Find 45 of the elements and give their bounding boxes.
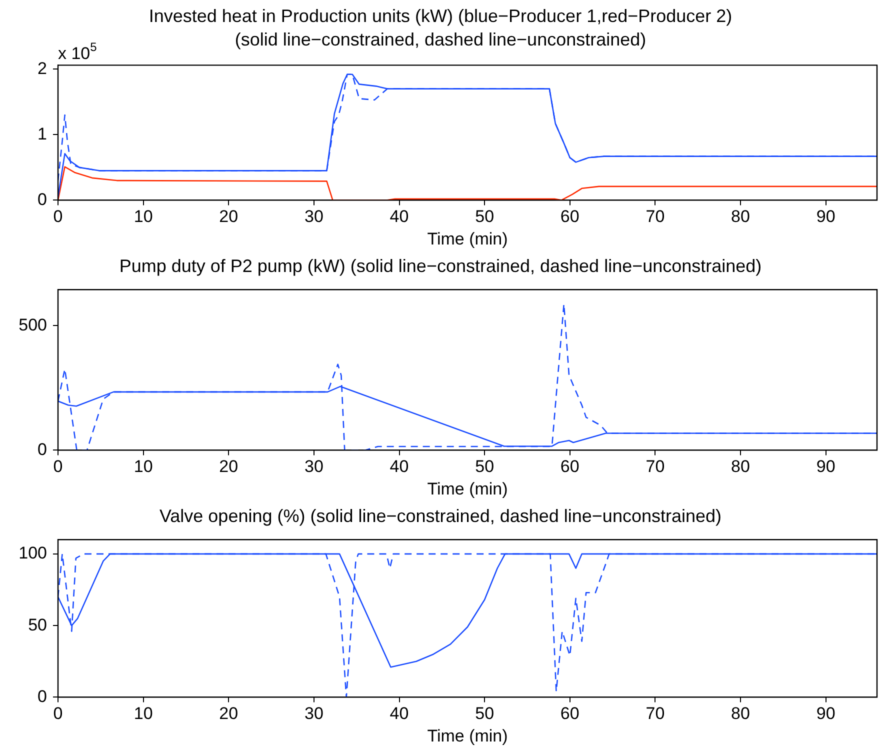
chart-title: Pump duty of P2 pump (kW) (solid line−constrained, dashed line−unconstrained) bbox=[119, 256, 762, 276]
x-tick-label: 50 bbox=[475, 457, 494, 476]
x-tick-label: 20 bbox=[219, 207, 238, 226]
x-axis-title: Time (min) bbox=[427, 229, 508, 248]
x-tick-label: 10 bbox=[134, 207, 153, 226]
x-tick-label: 80 bbox=[731, 457, 750, 476]
x-tick-label: 20 bbox=[219, 704, 238, 724]
y-tick-label: 2 bbox=[38, 58, 47, 78]
x-tick-label: 60 bbox=[560, 207, 580, 226]
x-tick-label: 60 bbox=[560, 704, 580, 724]
x-tick-label: 0 bbox=[53, 457, 63, 476]
x-tick-label: 90 bbox=[816, 704, 836, 724]
x-tick-label: 70 bbox=[646, 207, 665, 226]
x-tick-label: 10 bbox=[134, 457, 153, 476]
x-tick-label: 0 bbox=[53, 207, 63, 226]
x-tick-label: 60 bbox=[560, 457, 580, 476]
x-tick-label: 0 bbox=[53, 704, 63, 724]
y-tick-label: 0 bbox=[38, 686, 47, 706]
x-axis-title: Time (min) bbox=[427, 479, 508, 498]
y-tick-label: 1 bbox=[38, 124, 47, 144]
x-tick-label: 90 bbox=[816, 457, 836, 476]
chart-subtitle: (solid line−constrained, dashed line−unconstrained) bbox=[234, 29, 646, 50]
x-tick-label: 40 bbox=[390, 207, 409, 226]
x-tick-label: 20 bbox=[219, 457, 238, 476]
x-tick-label: 80 bbox=[731, 207, 750, 226]
y-tick-label: 0 bbox=[38, 440, 47, 459]
x-tick-label: 70 bbox=[646, 704, 665, 724]
y-tick-label: 500 bbox=[18, 315, 47, 334]
y-tick-label: 0 bbox=[38, 190, 47, 209]
x-tick-label: 30 bbox=[304, 457, 324, 476]
x-tick-label: 40 bbox=[390, 457, 409, 476]
x-tick-label: 80 bbox=[731, 704, 750, 724]
x-tick-label: 10 bbox=[134, 704, 153, 724]
x-tick-label: 40 bbox=[390, 704, 409, 724]
x-tick-label: 50 bbox=[475, 704, 494, 724]
x-tick-label: 30 bbox=[304, 207, 324, 226]
y-tick-label: 50 bbox=[28, 615, 47, 634]
x-tick-label: 70 bbox=[646, 457, 665, 476]
x-tick-label: 90 bbox=[816, 207, 836, 226]
x-tick-label: 30 bbox=[304, 704, 324, 724]
y-tick-label: 100 bbox=[18, 544, 47, 563]
x-axis-title: Time (min) bbox=[427, 726, 508, 746]
chart-title: Valve opening (%) (solid line−constrained, dashed line−unconstrained) bbox=[159, 506, 722, 526]
chart-title: Invested heat in Production units (kW) (blue−Producer 1,red−Producer 2) bbox=[148, 6, 732, 26]
x-tick-label: 50 bbox=[475, 207, 494, 226]
